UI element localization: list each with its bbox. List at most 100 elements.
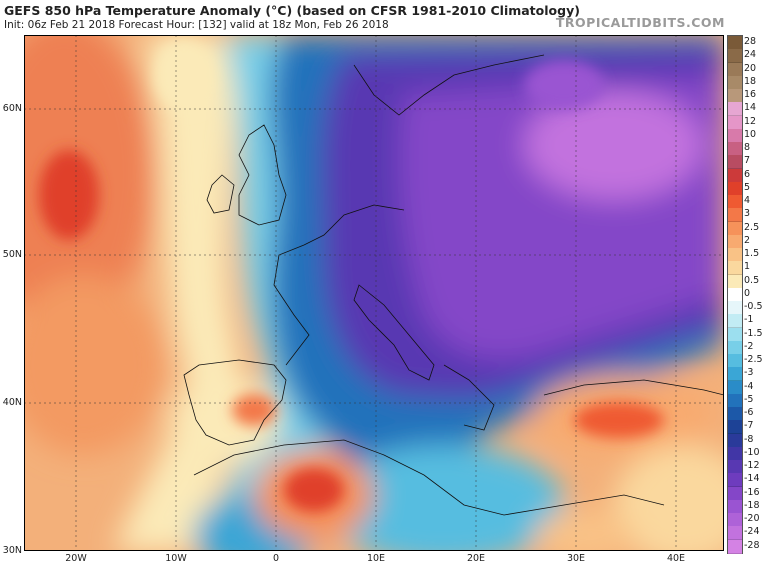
legend-swatch [728,62,742,77]
lon-label-20w: 20W [65,553,87,564]
balkans-coast [443,364,495,431]
legend-tick-label: 3 [744,208,751,220]
legend-tick-label: -3 [744,367,754,379]
legend-swatch [728,49,742,64]
lon-label-20e: 20E [466,553,486,564]
legend-tick-label: 5 [744,181,751,193]
legend-tick-label: 14 [744,102,757,114]
legend-tick-label: 10 [744,128,757,140]
legend-tick-label: -14 [744,473,760,485]
color-legend [727,35,743,554]
legend-tick-label: 2.5 [744,221,760,233]
legend-swatch [728,393,742,408]
legend-tick-label: 20 [744,62,757,74]
legend-swatch [728,460,742,474]
france-coast [273,204,405,366]
legend-tick-label: -2.5 [744,354,763,365]
legend-tick-label: 0 [744,287,751,299]
legend-tick-label: 1.5 [744,248,760,259]
legend-swatch [728,75,742,90]
legend-swatch [728,89,742,103]
legend-tick-label: -16 [744,486,760,498]
legend-tick-label: 1 [744,261,751,273]
legend-tick-label: 28 [744,36,757,47]
legend-swatch [728,155,742,170]
legend-tick-label: -2 [744,340,754,352]
legend-tick-label: -5 [744,393,754,405]
iberia-coast [183,359,287,446]
legend-swatch [728,407,742,421]
legend-swatch [728,327,742,342]
legend-swatch [728,473,742,488]
legend-tick-label: -20 [744,513,760,524]
legend-tick-label: -4 [744,380,754,392]
legend-tick-label: -10 [744,446,760,458]
legend-tick-label: 6 [744,168,751,180]
legend-tick-label: 2 [744,234,751,246]
map-svg [24,35,724,551]
legend-swatch [728,248,742,262]
chart-subtitle: Init: 06z Feb 21 2018 Forecast Hour: [13… [4,19,389,31]
lat-label-30n: 30N [2,545,22,556]
legend-swatch [728,420,742,435]
lat-label-60n: 60N [2,103,22,114]
legend-swatch [728,380,742,395]
britain-coast [238,124,287,226]
north-africa-coast [193,439,665,516]
legend-swatch [728,287,742,302]
legend-tick-label: -28 [744,539,760,551]
legend-tick-label: -6 [744,407,754,418]
italy-coast [353,284,435,381]
legend-tick-label: -1.5 [744,327,763,339]
scandinavia-coast [353,54,545,116]
legend-tick-label: 12 [744,115,757,127]
anomaly-field [24,35,724,551]
legend-swatch [728,433,742,448]
legend-swatch [728,128,742,143]
legend-tick-label: -8 [744,433,754,445]
legend-tick-label: -18 [744,499,760,511]
legend-swatch [728,195,742,209]
legend-swatch [728,301,742,315]
legend-tick-label: 16 [744,89,757,100]
legend-swatch [728,234,742,249]
legend-tick-label: -24 [744,526,760,538]
legend-swatch [728,486,742,501]
legend-tick-label: -12 [744,460,760,471]
brand-watermark: TROPICALTIDBITS.COM [555,15,725,30]
lon-label-40e: 40E [666,553,686,564]
legend-swatch [728,208,742,223]
legend-swatch [728,367,742,382]
legend-tick-label: 18 [744,75,757,87]
lon-label-10w: 10W [165,553,187,564]
legend-swatch [728,314,742,329]
anomaly-map[interactable] [24,35,724,551]
legend-swatch [728,354,742,368]
legend-swatch [728,340,742,355]
lon-label-0: 0 [272,553,280,564]
lat-label-50n: 50N [2,249,22,260]
turkey-coast [543,379,724,396]
legend-swatch [728,274,742,289]
ireland-coast [206,174,235,214]
legend-swatch [728,221,742,236]
legend-tick-label: -0.5 [744,301,763,312]
legend-swatch [728,539,742,554]
legend-swatch [728,499,742,514]
lat-label-40n: 40N [2,397,22,408]
legend-tick-label: 24 [744,49,757,61]
coastlines [183,54,724,516]
lon-label-30e: 30E [566,553,586,564]
legend-tick-label: 7 [744,155,751,167]
legend-swatch [728,526,742,541]
legend-swatch [728,36,742,50]
legend-swatch [728,181,742,196]
legend-swatch [728,115,742,130]
legend-tick-label: 4 [744,195,751,206]
legend-swatch [728,261,742,276]
anomaly-hotspots [39,40,664,512]
legend-tick-label: 0.5 [744,274,760,286]
legend-swatch [728,168,742,183]
legend-tick-label: -1 [744,314,754,326]
legend-tick-label: 8 [744,142,751,153]
